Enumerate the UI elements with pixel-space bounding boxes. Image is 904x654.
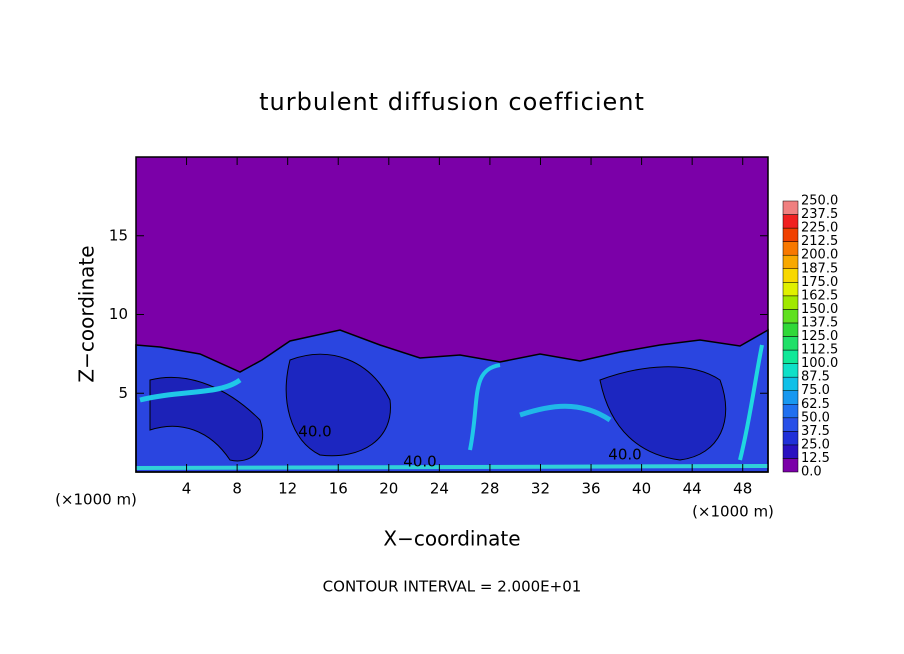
x-tick-label: 40 [632, 480, 651, 498]
x-tick-label: 4 [182, 480, 192, 498]
colorbar-band [782, 295, 799, 310]
colorbar-label: 87.5 [801, 370, 830, 385]
x-tick-label: 28 [480, 480, 499, 498]
colorbar-label: 162.5 [801, 288, 838, 303]
colorbar-band [782, 241, 799, 256]
colorbar-label: 212.5 [801, 234, 838, 249]
chart-title: turbulent diffusion coefficient [259, 88, 645, 116]
y-axis-label: Z−coordinate [75, 245, 99, 382]
x-tick-label: 8 [232, 480, 242, 498]
colorbar-band [782, 444, 799, 459]
field-patch [285, 353, 391, 457]
colorbar-band [782, 268, 799, 283]
field-streak [139, 377, 242, 403]
colorbar-band [782, 254, 799, 269]
y-tick-label: 10 [109, 305, 128, 323]
colorbar-band [782, 458, 799, 473]
colorbar-band [782, 431, 799, 446]
colorbar-label: 37.5 [801, 424, 830, 439]
annotation: CONTOUR INTERVAL = 2.000E+01 [323, 578, 582, 596]
colorbar-label: 12.5 [801, 451, 830, 466]
field [135, 157, 769, 473]
colorbar-label: 0.0 [801, 465, 822, 480]
colorbar-label: 237.5 [801, 207, 838, 222]
field-streak [135, 464, 769, 470]
colorbar-band [782, 322, 799, 337]
x-tick-label: 36 [581, 480, 600, 498]
contour-label: 40.0 [608, 446, 641, 464]
colorbar-band [782, 309, 799, 324]
contour-label: 40.0 [298, 423, 331, 441]
field-streak [468, 363, 501, 451]
colorbar-label: 250.0 [801, 194, 838, 209]
colorbar-label: 112.5 [801, 343, 838, 358]
colorbar-band [782, 214, 799, 229]
colorbar-band [782, 417, 799, 432]
colorbar-band [782, 404, 799, 419]
x-tick-label: 32 [531, 480, 550, 498]
contour-label: 40.0 [403, 453, 436, 471]
field-streak [738, 344, 764, 461]
colorbar-label: 100.0 [801, 356, 838, 371]
x-tick-label: 24 [430, 480, 449, 498]
colorbar-label: 62.5 [801, 397, 830, 412]
colorbar-label: 50.0 [801, 410, 830, 425]
colorbar-band [782, 200, 799, 215]
x-axis-label: X−coordinate [383, 527, 520, 551]
colorbar-band [782, 390, 799, 405]
colorbar-band [782, 336, 799, 351]
colorbar-band [782, 363, 799, 378]
x-tick-label: 12 [278, 480, 297, 498]
colorbar-label: 75.0 [801, 383, 830, 398]
colorbar-band [782, 227, 799, 242]
field-patch [599, 366, 727, 461]
y-tick-label: 15 [109, 226, 128, 244]
colorbar-band [782, 282, 799, 297]
colorbar-label: 137.5 [801, 315, 838, 330]
colorbar-label: 125.0 [801, 329, 838, 344]
colorbar-label: 187.5 [801, 261, 838, 276]
x-tick-label: 16 [329, 480, 348, 498]
colorbar-label: 150.0 [801, 302, 838, 317]
colorbar-band [782, 349, 799, 364]
colorbar-label: 225.0 [801, 221, 838, 236]
colorbar-label: 200.0 [801, 248, 838, 263]
x-unit-label: (×1000 m) [692, 503, 774, 521]
x-tick-label: 44 [683, 480, 702, 498]
colorbar-label: 175.0 [801, 275, 838, 290]
field-patch [149, 376, 264, 462]
field-streak [519, 403, 612, 423]
colorbar-band [782, 376, 799, 391]
y-tick-label: 5 [118, 384, 128, 402]
x-tick-label: 20 [379, 480, 398, 498]
colorbar-label: 25.0 [801, 437, 830, 452]
x-tick-label: 48 [733, 480, 752, 498]
x-unit-label: (×1000 m) [55, 491, 137, 509]
